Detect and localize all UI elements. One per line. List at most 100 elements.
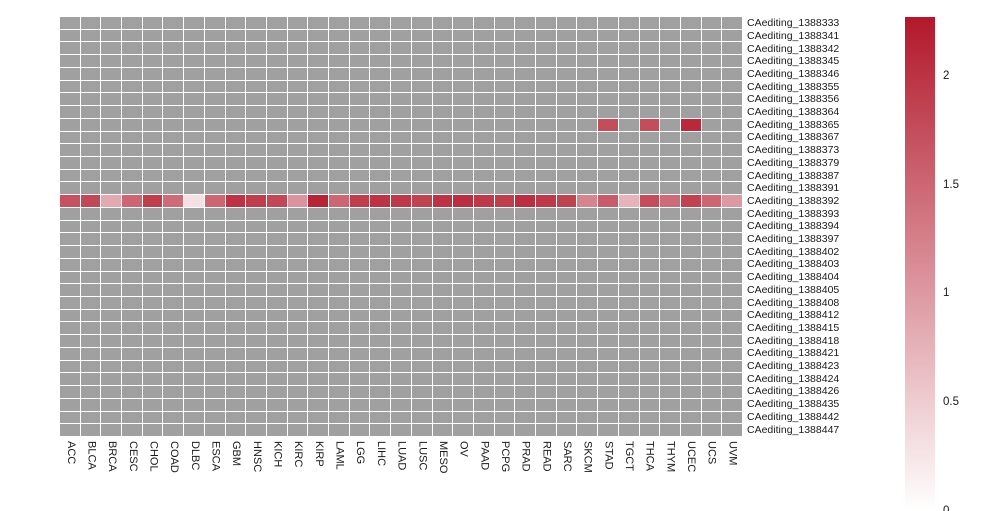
heatmap-cell [287,17,308,29]
heatmap-cell [308,67,329,80]
heatmap-cell [287,322,308,335]
heatmap-cell [122,233,142,246]
heatmap-cell [453,347,473,360]
heatmap-cell [618,67,639,80]
heatmap-cell [701,17,722,29]
heatmap-cell [536,220,556,233]
heatmap-cell [246,258,266,271]
heatmap-cell [246,386,266,398]
heatmap-cell [349,80,370,93]
heatmap-cell [411,360,432,373]
heatmap-cell [184,169,204,182]
heatmap-cell [722,67,742,80]
heatmap-cell [349,55,370,67]
heatmap-cell [204,157,225,169]
heatmap-cell [349,169,370,182]
heatmap-cell [639,284,660,296]
heatmap-cell [639,157,660,169]
row-label: CAediting_1388392 [747,194,840,207]
heatmap-cell [184,347,204,360]
heatmap-cell [391,386,411,398]
heatmap-cell [453,335,473,347]
heatmap-cell [618,144,639,156]
heatmap-cell [701,411,722,424]
heatmap-cell [163,297,184,309]
heatmap-cell [225,17,246,29]
heatmap-cell [349,297,370,309]
heatmap-cell [80,118,101,131]
heatmap-cell [184,106,204,118]
heatmap-cell [722,169,742,182]
heatmap-cell [122,182,142,195]
heatmap-cell [80,17,101,29]
row-label: CAediting_1388402 [747,245,840,258]
heatmap-cell [660,182,680,195]
heatmap-cell [680,118,701,131]
heatmap-cell [370,207,391,220]
heatmap-cell [266,169,287,182]
heatmap-cell [722,207,742,220]
heatmap-cell [494,106,515,118]
heatmap-cell [411,55,432,67]
heatmap-cell [598,246,618,258]
heatmap-cell [60,297,80,309]
heatmap-cell [515,386,536,398]
heatmap-cell [349,335,370,347]
heatmap-cell [287,195,308,207]
heatmap-cell [556,195,577,207]
heatmap-cell [432,131,453,144]
heatmap-cell [660,220,680,233]
heatmap-cell [184,29,204,42]
heatmap-cell [225,157,246,169]
heatmap-cell [142,246,163,258]
heatmap-cell [473,424,494,436]
heatmap-cell [432,106,453,118]
heatmap-cell [536,233,556,246]
heatmap-cell [598,360,618,373]
heatmap-cell [722,93,742,106]
heatmap-cell [618,131,639,144]
heatmap-cell [473,106,494,118]
heatmap-cell [639,17,660,29]
heatmap-cell [577,17,598,29]
heatmap-cell [287,335,308,347]
heatmap-cell [722,118,742,131]
heatmap-cell [680,258,701,271]
heatmap-cell [411,106,432,118]
heatmap-cell [370,398,391,411]
heatmap-cell [577,284,598,296]
heatmap-cell [101,335,122,347]
heatmap-cell [536,42,556,55]
heatmap-cell [204,195,225,207]
heatmap-cell [370,284,391,296]
heatmap-cell [453,80,473,93]
heatmap-cell [618,106,639,118]
heatmap-cell [101,386,122,398]
heatmap-cell [453,106,473,118]
heatmap-cell [494,233,515,246]
heatmap-cell [411,347,432,360]
heatmap-cell [122,411,142,424]
heatmap-cell [308,207,329,220]
heatmap-cell [246,246,266,258]
heatmap-cell [80,424,101,436]
heatmap-cell [598,322,618,335]
heatmap-cell [473,42,494,55]
heatmap-cell [225,144,246,156]
heatmap-cell [577,67,598,80]
heatmap-cell [349,373,370,386]
heatmap-cell [287,284,308,296]
heatmap-cell [60,335,80,347]
heatmap-cell [329,118,349,131]
heatmap-cell [473,17,494,29]
heatmap-cell [122,347,142,360]
heatmap-cell [598,207,618,220]
heatmap-cell [618,284,639,296]
row-label: CAediting_1388408 [747,296,840,309]
heatmap-cell [598,80,618,93]
heatmap-cell [494,67,515,80]
heatmap-cell [225,67,246,80]
heatmap-cell [618,246,639,258]
heatmap-cell [163,207,184,220]
heatmap-cell [577,322,598,335]
